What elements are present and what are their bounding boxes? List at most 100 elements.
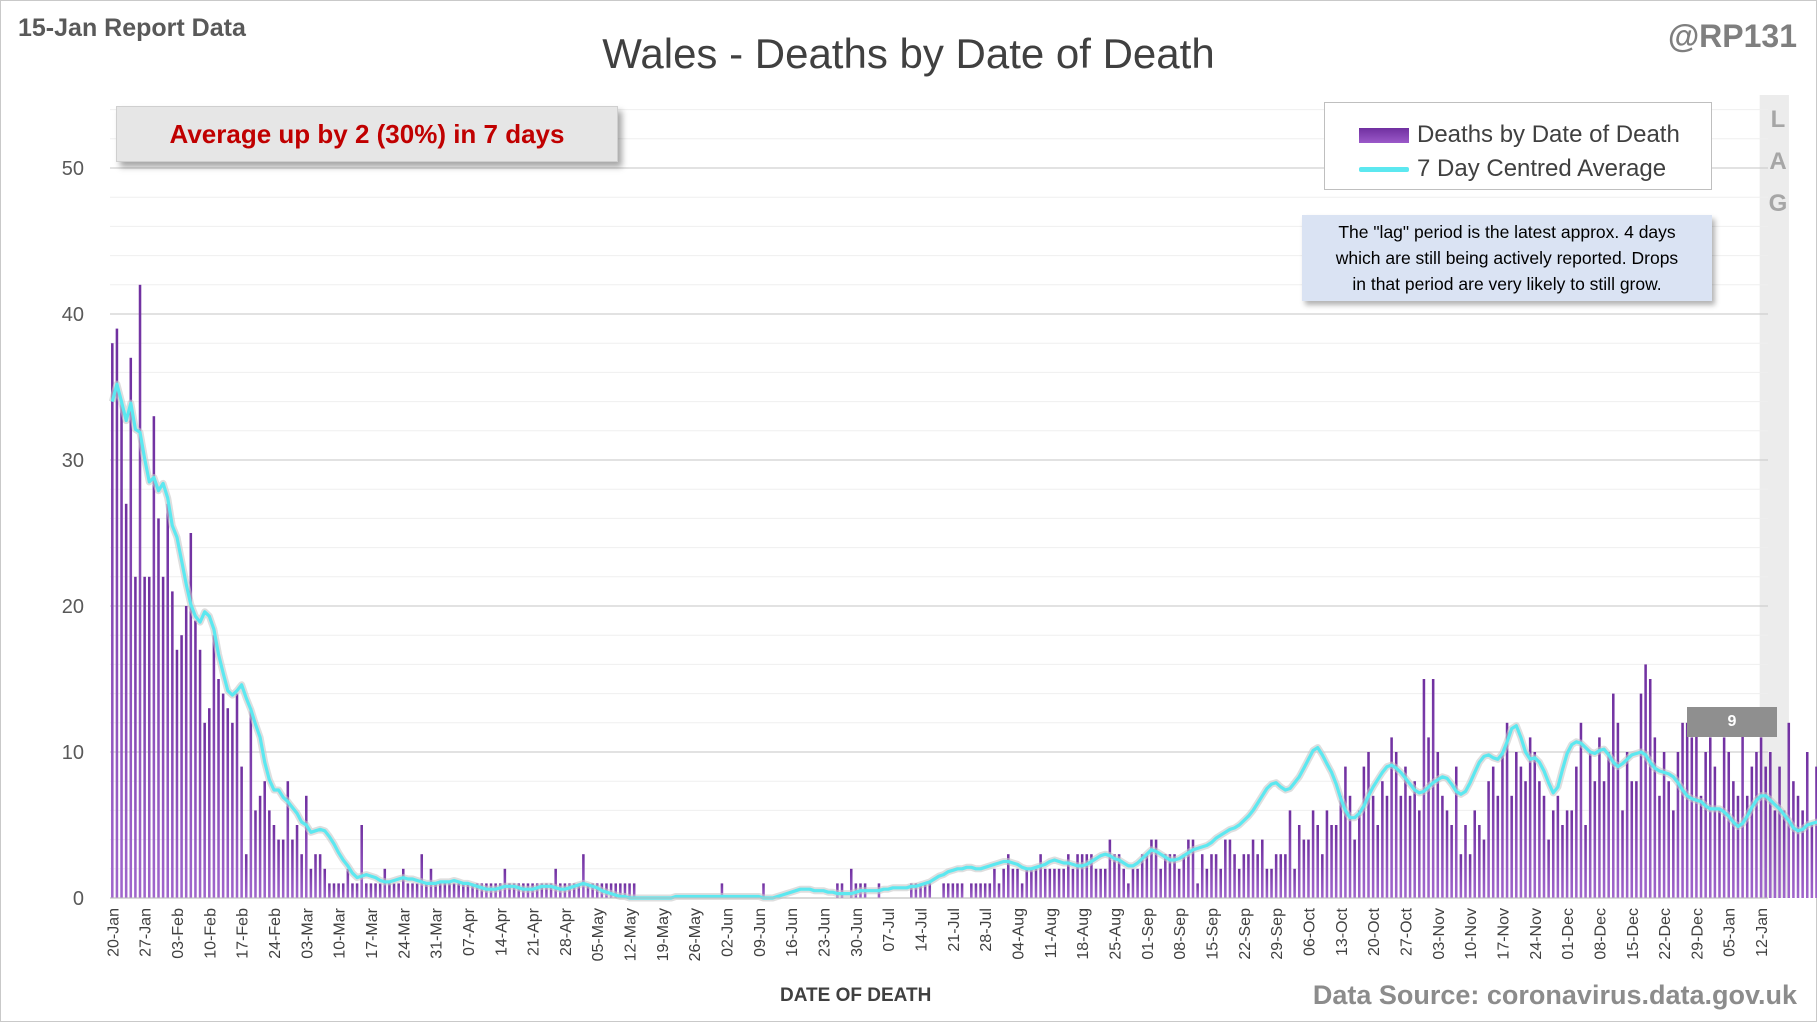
bar [1441,795,1444,898]
x-tick-label: 22-Dec [1657,908,1674,960]
bar [1164,854,1167,898]
bar [586,883,590,898]
y-tick-label: 20 [62,596,84,618]
bar [549,883,553,898]
bar [1067,854,1070,898]
bar [1177,868,1181,898]
bar [166,503,169,898]
bar [1635,781,1638,898]
bar [1154,839,1158,898]
bar [443,883,447,898]
x-tick-label: 06-Oct [1301,907,1318,956]
bar [263,781,266,898]
bar [111,343,114,898]
x-tick-label: 10-Nov [1463,908,1480,960]
bar [914,883,918,898]
bar [628,883,631,898]
bar [1053,868,1056,898]
x-tick-label: 20-Oct [1366,907,1383,956]
bar [928,883,932,898]
bar [1127,883,1130,898]
bar [582,854,585,898]
average-line-series [108,380,1817,902]
x-tick-label: 29-Dec [1689,908,1706,960]
bar [1219,868,1222,898]
bar [217,679,220,898]
bar [1408,795,1412,898]
x-tick-label: 15-Dec [1625,908,1642,960]
x-tick-label: 01-Sep [1140,908,1157,960]
bar [1270,868,1273,898]
bar [1487,781,1490,898]
bar [1016,868,1019,898]
chart-title: Wales - Deaths by Date of Death [602,30,1215,77]
bar [1764,766,1767,898]
bar [360,825,363,898]
y-tick-label: 0 [73,888,84,910]
x-tick-label: 28-Apr [558,907,575,956]
author-handle: @RP131 [1667,18,1797,54]
y-tick-label: 30 [62,450,84,472]
bar [249,708,253,898]
bar [1224,839,1227,898]
bar [1436,752,1440,898]
bar [1247,854,1250,898]
x-tick-label: 14-Jul [914,908,931,952]
legend-item-bars: Deaths by Date of Death [1359,121,1680,149]
bar [124,503,128,898]
bar [1145,854,1149,898]
bar [1002,868,1005,898]
bar [1367,752,1370,898]
bar [1602,781,1606,898]
bar [1256,854,1259,898]
bar [221,693,225,898]
legend-item-line: 7 Day Centred Average [1359,155,1666,183]
bar [1625,752,1629,898]
bar [1339,795,1343,898]
bar [1482,839,1486,898]
bar [1321,854,1324,898]
bar [198,649,202,898]
x-tick-label: 24-Feb [267,908,284,959]
bar [1071,868,1075,898]
bar [1722,737,1726,898]
bar [184,606,188,898]
bar [1030,868,1033,898]
x-tick-label: 12-May [623,908,640,961]
lag-band [1759,95,1789,898]
bar [420,854,424,898]
bar [425,883,428,898]
x-tick-label: 04-Aug [1011,908,1028,960]
bar [577,883,581,898]
bar [1307,839,1310,898]
bar [1755,752,1758,898]
bar [1265,868,1269,898]
bar [323,868,327,898]
bar [1228,839,1232,898]
bar [1237,868,1241,898]
bar [286,781,290,898]
bar [134,576,137,898]
bar [1787,722,1791,898]
bar [910,883,913,898]
bar [291,839,294,898]
bar [1727,752,1731,898]
bar-series [111,284,1817,899]
bar [951,883,955,898]
bar [180,635,183,898]
bar [1695,722,1698,898]
bar [1344,766,1347,898]
bar [1187,839,1190,898]
bar [1381,781,1384,898]
bar [1117,854,1121,898]
bar [1316,825,1319,898]
bar [762,883,765,898]
legend-bar-swatch [1359,127,1409,143]
bar [956,883,959,898]
bar [300,854,303,898]
bar [1612,693,1615,898]
bar [1099,868,1102,898]
x-tick-label: 09-Jun [752,908,769,957]
x-tick-label: 21-Apr [526,907,543,956]
